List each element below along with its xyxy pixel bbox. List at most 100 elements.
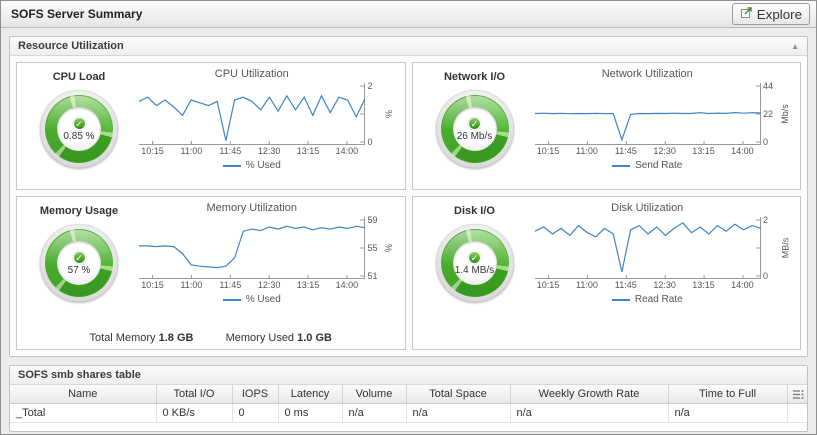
memory-totals: Total Memory 1.8 GB Memory Used 1.0 GB (23, 327, 399, 345)
column-header-total-io[interactable]: Total I/O (156, 385, 233, 404)
x-axis-labels: 10:15 11:00 11:45 12:30 13:15 14:00 (141, 280, 359, 290)
series-line (139, 225, 365, 269)
network-utilization-chart[interactable]: Network Utilization 44 22 0 Mb/s 10:15 11:0… (531, 67, 795, 185)
x-axis-labels: 10:15 11:00 11:45 12:30 13:15 14:00 (141, 146, 359, 156)
legend-line-swatch (611, 298, 630, 301)
smb-shares-header: SOFS smb shares table (10, 366, 807, 385)
x-axis-labels: 10:15 11:00 11:45 12:30 13:15 14:00 (536, 146, 754, 156)
memory-usage-quadrant: Memory Usage ✓ 57 % Memory Utilization (16, 196, 406, 350)
total-memory-value: 1.8 GB (158, 332, 194, 344)
total-memory-label: Total Memory (89, 332, 156, 344)
resource-utilization-header: Resource Utilization ▲ (10, 37, 807, 56)
disk-io-quadrant: Disk I/O ✓ 1.4 MB/s Disk Utilization (411, 196, 801, 350)
column-header-total-space[interactable]: Total Space (406, 385, 511, 404)
y-axis-unit: Mb/s (780, 104, 791, 124)
chart-plot-area[interactable] (139, 83, 365, 145)
column-header-volume[interactable]: Volume (342, 385, 407, 404)
y-axis-unit: % (384, 243, 395, 253)
cell-name: _Total (10, 403, 157, 423)
chart-legend: % Used (139, 294, 365, 305)
series-line (534, 111, 761, 142)
column-selector-icon[interactable] (787, 385, 807, 404)
column-header-time-to-full[interactable]: Time to Full (668, 385, 788, 404)
column-header-name[interactable]: Name (10, 385, 157, 404)
status-ok-icon: ✓ (72, 250, 86, 264)
y-axis-unit: MB/s (780, 237, 791, 259)
gauge-ring: ✓ 57 % (45, 229, 113, 297)
status-ok-icon: ✓ (468, 116, 481, 130)
chart-plot-area[interactable] (534, 217, 761, 279)
memory-usage-gauge[interactable]: ✓ 57 % (40, 224, 118, 302)
y-axis-labels: 44 22 0 (763, 81, 774, 147)
cell-weekly-growth-rate: n/a (510, 403, 669, 423)
legend-line-swatch (612, 164, 631, 167)
title-bar: SOFS Server Summary Explore (1, 1, 816, 28)
status-ok-icon: ✓ (468, 250, 481, 264)
gauge-ring: ✓ 26 Mb/s (440, 95, 509, 163)
explore-icon (740, 6, 753, 22)
cell-volume: n/a (342, 403, 407, 423)
smb-shares-title: SOFS smb shares table (18, 369, 141, 381)
resource-quadrant-grid: CPU Load ✓ 0.85 % CPU Utilization (10, 56, 807, 356)
gauge-center: ✓ 57 % (57, 241, 101, 285)
gauge-ring: ✓ 0.85 % (45, 95, 113, 163)
cell-iops: 0 (232, 403, 279, 423)
legend-label: Read Rate (634, 294, 683, 305)
smb-shares-panel: SOFS smb shares table Name Total I/O IOP… (9, 365, 808, 432)
table-row[interactable]: _Total 0 KB/s 0 0 ms n/a n/a n/a n/a (10, 403, 807, 423)
cpu-load-quadrant: CPU Load ✓ 0.85 % CPU Utilization (16, 62, 406, 190)
series-line (534, 222, 761, 272)
legend-label: % Used (245, 294, 281, 305)
column-header-latency[interactable]: Latency (278, 385, 343, 404)
disk-io-gauge[interactable]: ✓ 1.4 MB/s (435, 224, 514, 302)
cell-time-to-full: n/a (668, 403, 788, 423)
network-io-gauge[interactable]: ✓ 26 Mb/s (435, 90, 514, 168)
network-io-quadrant: Network I/O ✓ 26 Mb/s Network Utilizatio… (411, 62, 801, 190)
resource-utilization-panel: Resource Utilization ▲ CPU Load ✓ 0.85 % (9, 36, 808, 357)
cpu-gauge-value: 0.85 % (63, 130, 95, 142)
chart-plot-area[interactable] (139, 217, 365, 279)
chart-canvas (139, 217, 365, 279)
gauge-ring: ✓ 1.4 MB/s (440, 229, 509, 297)
chart-title: Network Utilization (601, 68, 693, 80)
memory-used-value: 1.0 GB (297, 332, 332, 344)
smb-shares-table: Name Total I/O IOPS Latency Volume Total… (10, 385, 807, 423)
chart-legend: Send Rate (535, 160, 761, 171)
chart-plot-area[interactable] (534, 83, 761, 145)
legend-line-swatch (222, 164, 241, 167)
memory-utilization-chart[interactable]: Memory Utilization 59 55 51 % 10:15 11:00 11… (135, 201, 399, 327)
legend-label: % Used (245, 160, 281, 171)
cell-latency: 0 ms (278, 403, 343, 423)
legend-label: Send Rate (635, 160, 683, 171)
memory-used-label: Memory Used (225, 332, 295, 344)
gauge-center: ✓ 26 Mb/s (452, 107, 497, 151)
legend-line-swatch (222, 298, 241, 301)
collapse-icon[interactable]: ▲ (791, 41, 799, 51)
gauge-center: ✓ 1.4 MB/s (452, 241, 497, 285)
network-gauge-value: 26 Mb/s (456, 130, 493, 142)
cpu-load-gauge[interactable]: ✓ 0.85 % (40, 90, 118, 168)
y-axis-labels: 59 55 51 (367, 215, 378, 281)
resource-utilization-title: Resource Utilization (18, 40, 124, 52)
gauge-center: ✓ 0.85 % (57, 107, 101, 151)
chart-canvas (534, 83, 761, 145)
y-axis-unit: % (384, 109, 395, 119)
disk-gauge-value: 1.4 MB/s (454, 264, 495, 276)
series-line (139, 94, 365, 141)
cell-total-space: n/a (406, 403, 511, 423)
column-header-weekly-growth-rate[interactable]: Weekly Growth Rate (510, 385, 669, 404)
memory-gauge-title: Memory Usage (39, 205, 119, 217)
chart-legend: % Used (139, 160, 365, 171)
memory-gauge-value: 57 % (67, 264, 91, 276)
page-title: SOFS Server Summary (11, 7, 143, 21)
chart-legend: Read Rate (535, 294, 761, 305)
cell-total-io: 0 KB/s (156, 403, 233, 423)
column-header-iops[interactable]: IOPS (232, 385, 279, 404)
chart-title: Memory Utilization (206, 202, 297, 214)
chart-title: CPU Utilization (214, 68, 289, 80)
explore-button[interactable]: Explore (731, 3, 810, 25)
